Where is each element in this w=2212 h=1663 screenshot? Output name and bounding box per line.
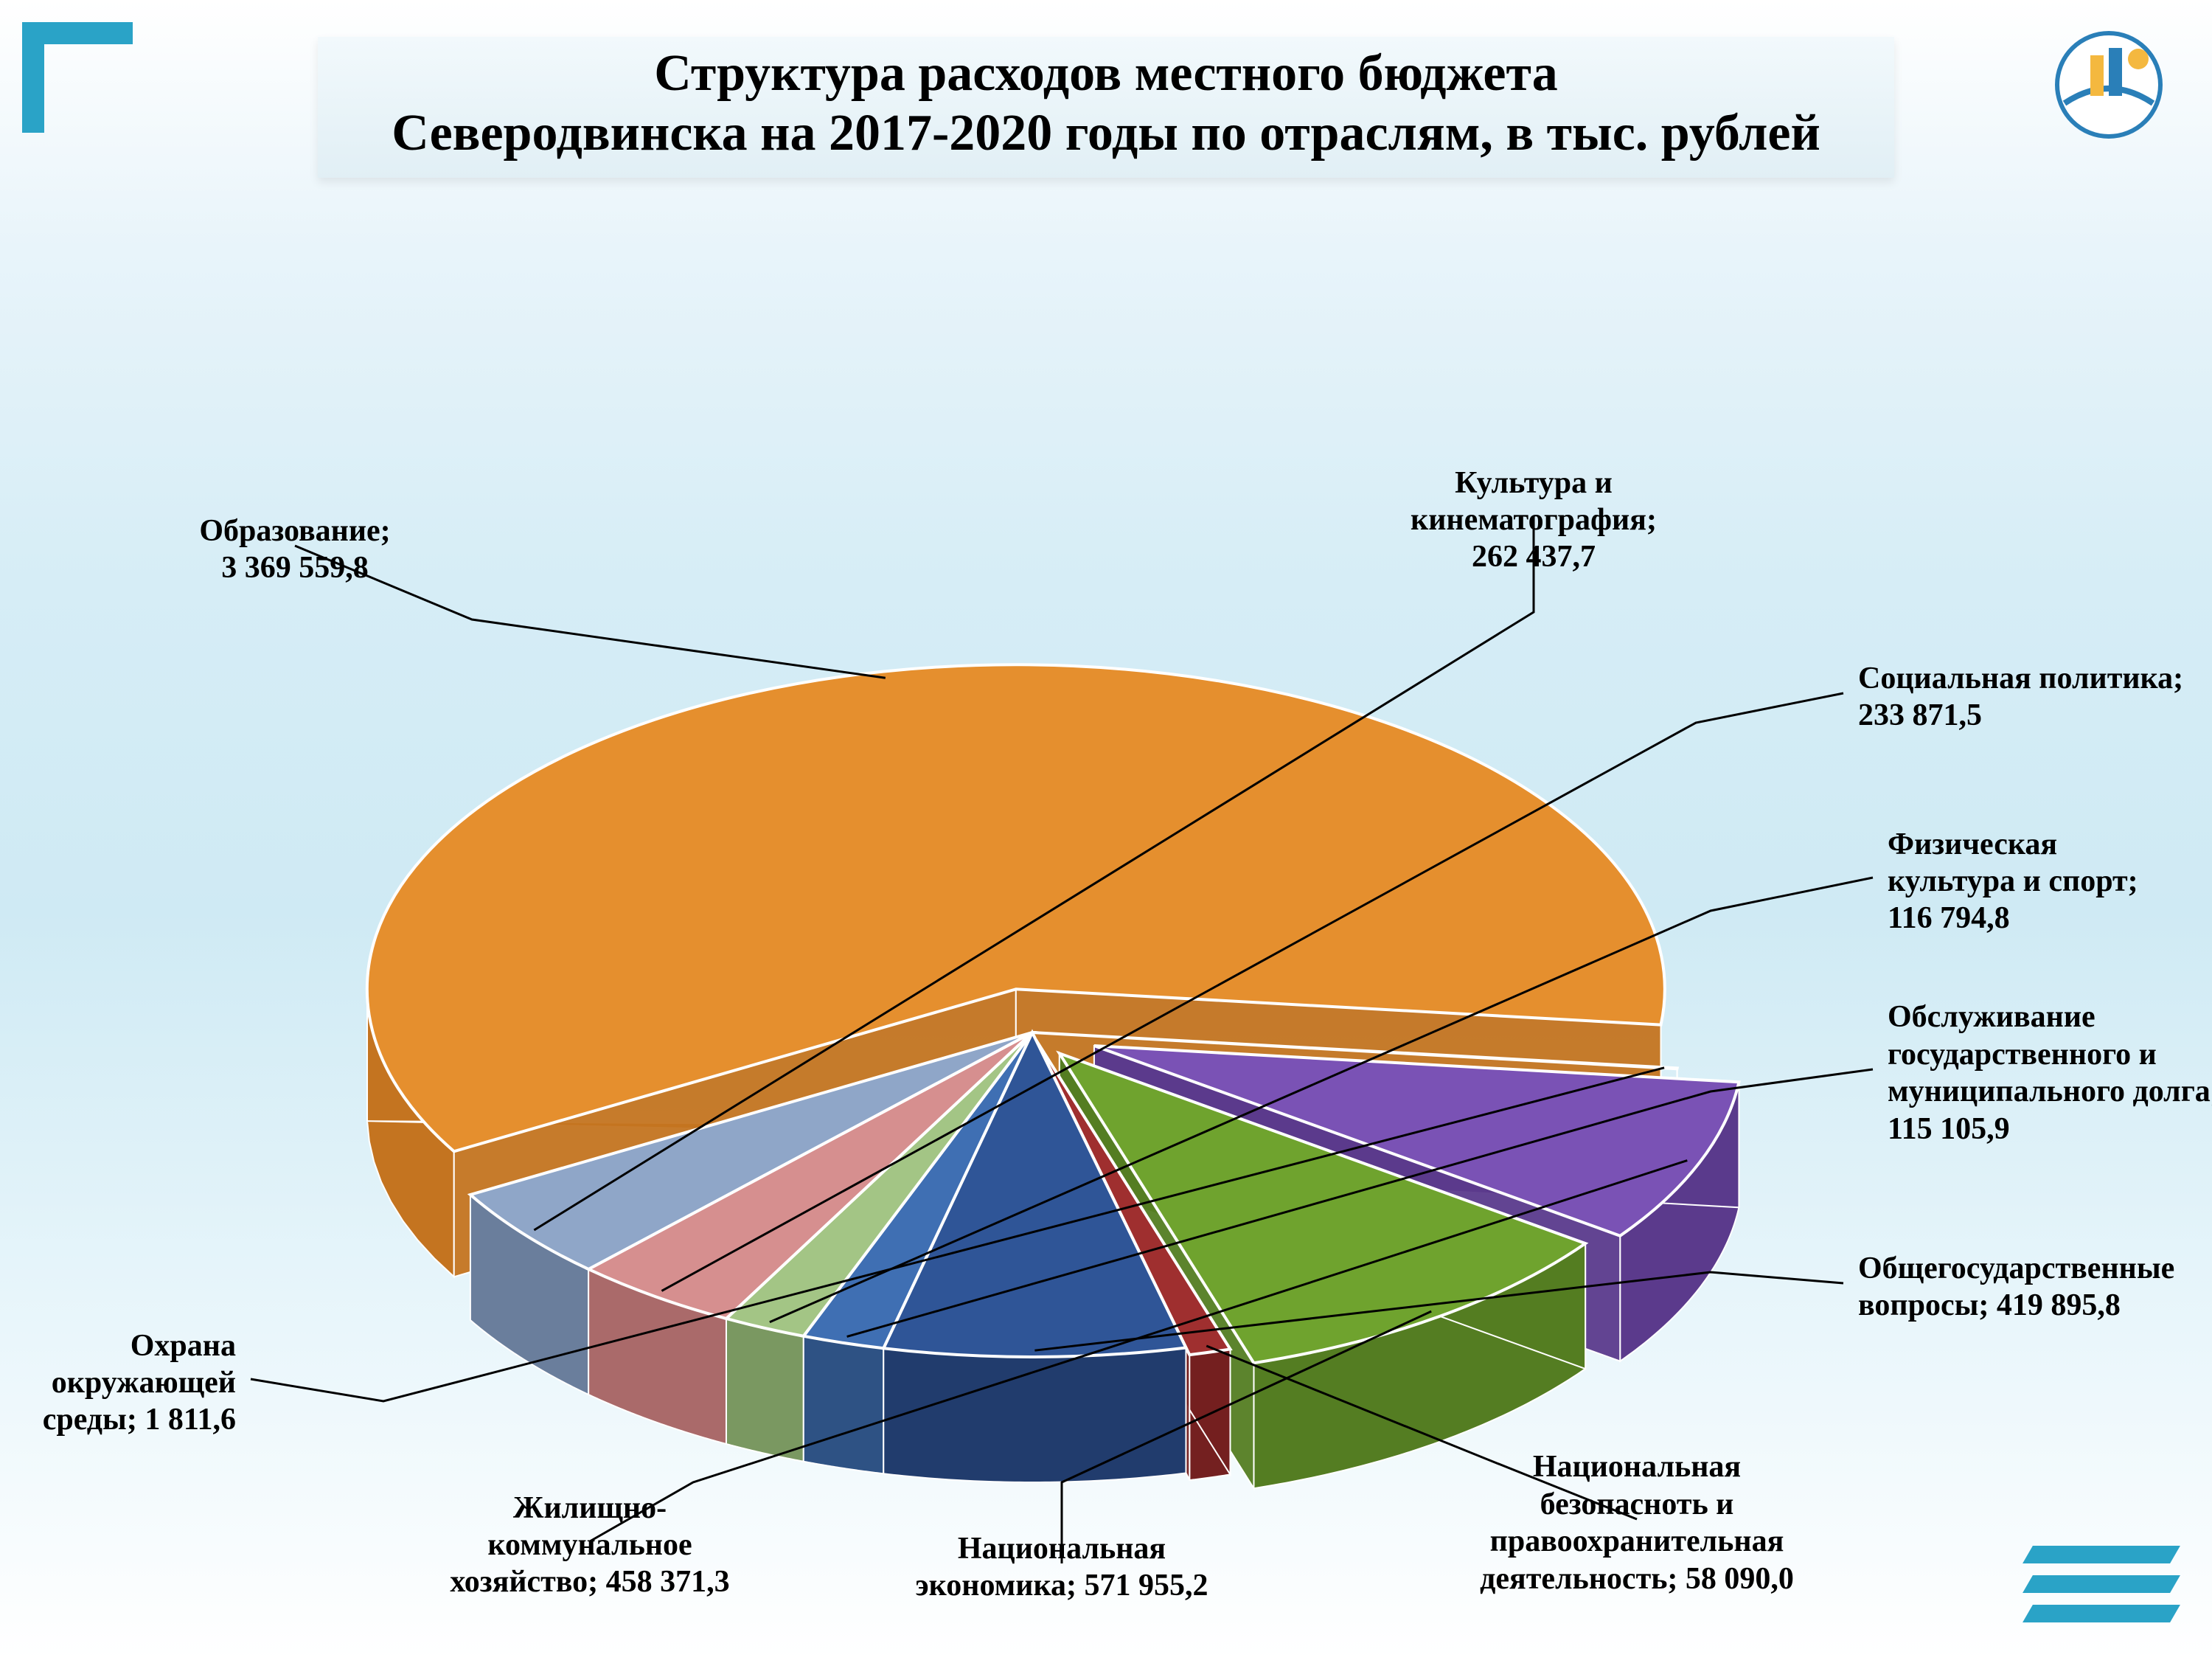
pie-slice-label: Физическая культура и спорт; 116 794,8 [1888, 826, 2212, 937]
pie-slice-label: Охрана окружающей среды; 1 811,6 [0, 1327, 236, 1439]
pie-slice-label: Обслуживание государственного и муниципа… [1888, 999, 2212, 1148]
slide-title-wrap: Структура расходов местного бюджета Севе… [0, 37, 2212, 178]
pie-slice-label: Жилищно- коммунальное хозяйство; 458 371… [398, 1490, 782, 1601]
pie-slice-label: Культура и кинематография; 262 437,7 [1342, 465, 1725, 576]
budget-pie-chart: Образование; 3 369 559,8 Охрана окружающе… [0, 221, 2212, 1659]
city-logo-icon [2042, 29, 2175, 140]
pie-slice-label: Национальная безопасноть и правоохраните… [1445, 1448, 1829, 1597]
pie-slice-label: Национальная экономика; 571 955,2 [870, 1530, 1253, 1605]
pie-slice-label: Социальная политика; 233 871,5 [1858, 660, 2212, 735]
pie-slice-label: Общегосударственные вопросы; 419 895,8 [1858, 1250, 2212, 1325]
slide-title: Структура расходов местного бюджета Севе… [392, 44, 1820, 163]
pie-slice-label: Образование; 3 369 559,8 [103, 513, 487, 587]
